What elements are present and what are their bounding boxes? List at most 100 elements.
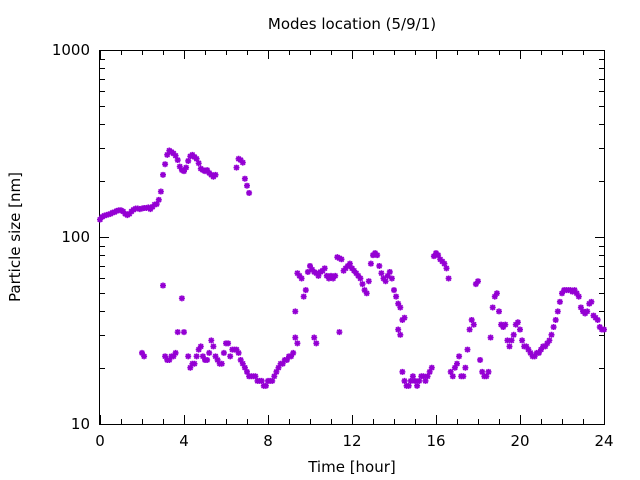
data-point — [174, 157, 181, 164]
data-point — [273, 368, 280, 375]
data-point — [166, 356, 173, 363]
data-point — [262, 382, 269, 389]
data-point — [397, 304, 404, 311]
data-point — [483, 373, 490, 380]
data-point — [332, 272, 339, 279]
data-point — [409, 373, 416, 380]
data-point — [435, 252, 442, 259]
data-point — [252, 373, 259, 380]
data-point — [380, 275, 387, 282]
data-point — [233, 346, 240, 353]
data-point — [294, 340, 301, 347]
data-points — [97, 147, 607, 389]
data-point — [584, 308, 591, 315]
data-point — [279, 360, 286, 367]
data-point — [172, 152, 179, 159]
data-point — [363, 290, 370, 297]
data-point — [325, 275, 332, 282]
data-point — [544, 340, 551, 347]
data-point — [550, 324, 557, 331]
data-point — [359, 281, 366, 288]
data-point — [514, 319, 521, 326]
data-point — [212, 353, 219, 360]
data-point — [382, 278, 389, 285]
data-point — [523, 343, 530, 350]
data-point — [395, 326, 402, 333]
data-point — [508, 337, 515, 344]
data-point — [485, 368, 492, 375]
data-point — [199, 353, 206, 360]
data-point — [290, 349, 297, 356]
x-tick-label: 4 — [179, 432, 189, 450]
data-point — [239, 159, 246, 166]
chart-title: Modes location (5/9/1) — [268, 15, 436, 33]
data-point — [210, 343, 217, 350]
data-point — [349, 265, 355, 272]
x-tick-label: 12 — [342, 432, 361, 450]
plot-frame — [99, 50, 605, 425]
data-point — [456, 353, 463, 360]
data-point — [233, 164, 240, 171]
y-tick-label: 10 — [71, 415, 90, 433]
x-tick-label: 24 — [594, 432, 613, 450]
data-point — [493, 290, 500, 297]
data-point — [414, 382, 421, 389]
data-point — [386, 268, 393, 275]
data-point — [212, 171, 219, 178]
data-point — [155, 196, 162, 203]
data-point — [449, 373, 456, 380]
data-point — [525, 346, 532, 353]
data-point — [422, 377, 429, 384]
data-point — [302, 287, 309, 294]
data-point — [191, 360, 198, 367]
data-point — [460, 373, 467, 380]
data-point — [588, 298, 595, 305]
data-point — [367, 260, 374, 267]
data-point — [336, 329, 343, 336]
data-point — [374, 252, 381, 259]
data-point — [447, 368, 454, 375]
data-point — [479, 368, 486, 375]
data-point — [489, 304, 496, 311]
data-point — [296, 272, 303, 279]
data-point — [271, 373, 278, 380]
data-point — [519, 337, 526, 344]
data-point — [141, 353, 148, 360]
data-point — [491, 293, 498, 300]
data-point — [420, 373, 427, 380]
data-point — [504, 337, 511, 344]
data-point — [531, 353, 538, 360]
data-point — [340, 267, 347, 274]
data-point — [195, 346, 202, 353]
data-point — [575, 293, 582, 300]
data-point — [462, 364, 469, 371]
data-point — [542, 343, 549, 350]
data-point — [556, 298, 563, 305]
data-point — [361, 287, 368, 294]
data-point — [472, 281, 479, 288]
data-point — [183, 164, 190, 171]
data-point — [235, 349, 242, 356]
data-point — [258, 377, 265, 384]
data-point — [405, 382, 412, 389]
data-point — [227, 353, 234, 360]
data-point — [388, 275, 395, 282]
data-point — [351, 267, 358, 274]
data-point — [577, 304, 584, 311]
data-point — [214, 356, 221, 363]
x-tick-label: 8 — [263, 432, 273, 450]
data-point — [157, 188, 164, 195]
data-point — [517, 326, 523, 333]
data-point — [187, 364, 194, 371]
data-point — [399, 368, 406, 375]
data-point — [443, 265, 450, 272]
data-point — [292, 308, 299, 315]
data-point — [162, 353, 169, 360]
data-point — [244, 182, 250, 189]
data-point — [208, 337, 215, 344]
y-tick-label: 100 — [61, 228, 90, 246]
data-point — [573, 290, 580, 297]
data-point — [288, 353, 295, 360]
data-point — [298, 275, 305, 282]
